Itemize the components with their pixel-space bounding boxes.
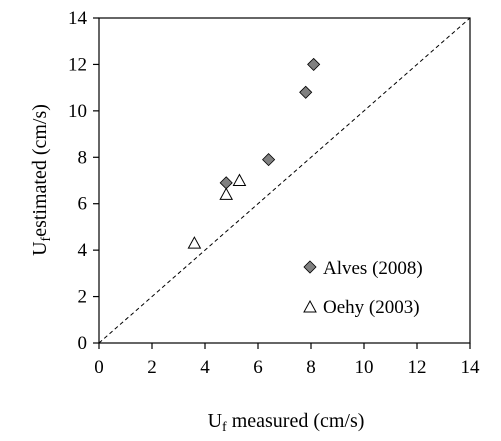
oehy-2003-point xyxy=(232,173,247,186)
alves-2008-point xyxy=(307,57,321,71)
y-axis-label-subscript: f xyxy=(39,236,54,241)
y-tick-label: 2 xyxy=(78,287,88,308)
y-axis-label: Ufestimated (cm/s) xyxy=(29,104,54,256)
legend: Alves (2008) Oehy (2003) xyxy=(303,258,423,318)
data-points xyxy=(187,57,321,249)
x-tick-label: 14 xyxy=(461,357,481,378)
oehy-2003-point xyxy=(187,236,202,249)
y-tick-label: 0 xyxy=(78,333,88,354)
y-tick-label: 6 xyxy=(78,194,88,215)
y-tick-label: 12 xyxy=(68,54,87,75)
x-axis-label-rest: measured (cm/s) xyxy=(227,410,365,432)
y-tick-label: 4 xyxy=(78,240,88,261)
x-tick-label: 12 xyxy=(408,357,427,378)
y-tick-label: 8 xyxy=(78,147,88,168)
x-axis-label-subscript: f xyxy=(222,420,227,435)
x-tick-label: 0 xyxy=(94,357,104,378)
x-tick-label: 4 xyxy=(200,357,210,378)
y-axis: 0 2 4 6 8 10 12 14 xyxy=(68,8,99,354)
alves-2008-point xyxy=(262,153,276,167)
y-tick-label: 10 xyxy=(68,101,87,122)
x-axis: 0 2 4 6 8 10 12 14 xyxy=(94,343,480,378)
legend-marker-oehy xyxy=(303,299,317,313)
x-tick-label: 6 xyxy=(253,357,263,378)
alves-2008-point xyxy=(299,85,313,99)
x-tick-label: 2 xyxy=(147,357,157,378)
x-axis-label: Uf measured (cm/s) xyxy=(208,410,365,435)
x-axis-label-main: U xyxy=(208,410,223,432)
x-tick-label: 10 xyxy=(355,357,374,378)
identity-reference-line xyxy=(98,17,471,344)
y-axis-label-rest: estimated (cm/s) xyxy=(29,104,51,237)
x-tick-label: 8 xyxy=(306,357,316,378)
legend-label-oehy: Oehy (2003) xyxy=(323,297,420,318)
legend-label-alves: Alves (2008) xyxy=(323,258,423,279)
legend-marker-alves xyxy=(303,260,317,274)
y-tick-label: 14 xyxy=(68,8,88,29)
y-axis-label-main: U xyxy=(29,241,51,256)
oehy-2003-point xyxy=(219,187,234,200)
